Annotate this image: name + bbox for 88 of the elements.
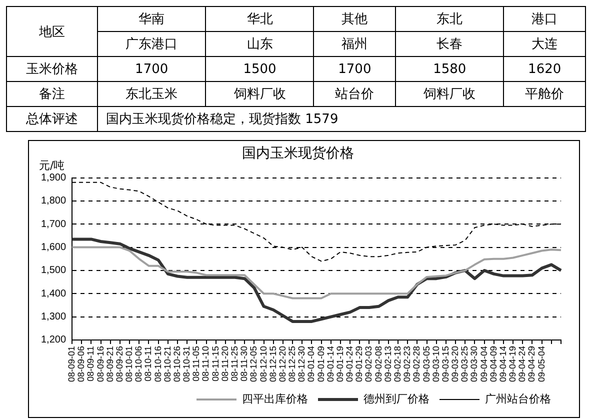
x-tick-label: 09-02-03 [364,346,374,382]
legend-label: 四平出库价格 [242,392,308,406]
category-label: 总体评述 [26,112,78,127]
text: 山东 [246,37,273,52]
x-tick-label: 09-03-10 [430,346,441,382]
y-tick-label: 1,900 [40,172,66,184]
x-tick-label: 09-04-29 [526,346,537,382]
category-label: 华南 [98,6,206,32]
x-tick-label: 09-03-20 [450,346,460,382]
x-tick-label: 09-01-09 [316,346,326,382]
x-tick-label: 09-01-29 [354,346,364,382]
y-tick-label: 1,300 [40,312,66,323]
legend-label: 德州到厂价格 [364,392,430,406]
x-tick-label: 09-03-25 [460,346,470,382]
y-tick-label: 1,200 [40,334,66,346]
x-tick-label: 09-05-04 [536,346,546,382]
text: 平舱价 [525,87,564,102]
chart-title: 国内玉米现货价格 [242,144,354,160]
x-tick-label: 08-09-16 [95,346,106,382]
x-tick-label: 08-12-05 [248,346,259,382]
x-tick-label: 08-10-21 [162,346,172,382]
x-tick-label: 08-10-26 [172,346,182,382]
y-tick-label: 1,500 [40,265,66,276]
category-label: 东北 [396,6,504,32]
x-tick-label: 08-12-20 [277,346,288,382]
x-tick-label: 09-04-14 [498,346,508,382]
y-tick-label: 1,800 [40,196,66,207]
text: 广东港口 [126,37,178,52]
text: 1500 [243,62,276,76]
legend-label: 广州站台价格 [485,392,551,406]
text: 饲料厂收 [234,87,286,102]
x-tick-label: 08-09-26 [114,346,124,382]
x-tick-label: 09-04-19 [508,346,518,382]
x-tick-label: 09-02-08 [373,346,384,382]
text: 1700 [338,62,372,76]
x-tick-label: 08-09-21 [104,346,115,382]
x-tick-label: 08-11-20 [220,346,230,382]
x-tick-label: 08-10-01 [124,346,134,382]
x-tick-label: 08-11-30 [239,346,250,382]
x-tick-label: 09-04-04 [478,346,489,382]
category-label: 玉米价格 [26,62,78,77]
x-tick-label: 08-09-06 [76,346,86,382]
text: 国内玉米现货价格稳定，现货指数 1579 [106,112,338,127]
x-tick-label: 08-10-16 [152,346,163,382]
x-tick-label: 09-02-18 [392,346,402,382]
y-tick-label: 1,700 [40,218,66,230]
x-tick-label: 08-11-10 [200,346,211,382]
y-axis-title: 元/吨 [39,159,65,172]
x-tick-label: 09-01-04 [306,346,316,382]
x-tick-label: 09-02-28 [412,346,422,382]
text: 东北玉米 [126,87,178,102]
text: 1700 [135,62,168,76]
x-tick-label: 09-03-05 [421,346,432,382]
x-tick-label: 09-02-23 [402,346,412,382]
x-tick-label: 08-12-30 [296,346,307,382]
text: 饲料厂收 [424,87,476,102]
category-label: 备注 [39,87,65,102]
text: 福州 [342,37,368,52]
text: 长春 [436,37,463,52]
category-label: 港口 [504,6,586,32]
x-tick-label: 08-12-25 [287,346,298,382]
x-tick-label: 08-12-10 [258,346,268,382]
x-tick-label: 09-03-30 [469,346,480,382]
text: 大连 [532,37,558,52]
x-tick-label: 08-12-15 [268,346,278,382]
x-tick-label: 09-03-15 [440,346,450,382]
text: 1620 [528,62,562,76]
category-label: 地区 [39,24,65,40]
category-label: 华北 [206,6,314,32]
text: 站台价 [335,87,374,102]
x-tick-label: 08-11-25 [230,346,240,382]
x-tick-label: 09-04-24 [517,346,528,382]
x-tick-label: 08-11-05 [191,346,202,382]
x-tick-label: 08-11-15 [210,346,220,382]
x-tick-label: 08-09-11 [86,346,96,382]
x-tick-label: 08-10-11 [143,346,154,382]
x-tick-label: 08-09-01 [66,346,77,382]
text: 1580 [433,62,466,76]
x-tick-label: 08-10-31 [182,346,192,382]
category-label: 其他 [314,6,396,32]
x-tick-label: 09-02-13 [382,346,393,382]
x-tick-label: 09-04-09 [488,346,498,382]
y-tick-label: 1,400 [40,288,66,300]
x-tick-label: 09-01-14 [325,346,336,382]
x-tick-label: 08-10-06 [134,346,144,382]
x-tick-label: 09-01-19 [334,346,345,382]
y-tick-label: 1,600 [40,242,66,254]
x-tick-label: 09-01-24 [344,346,355,382]
